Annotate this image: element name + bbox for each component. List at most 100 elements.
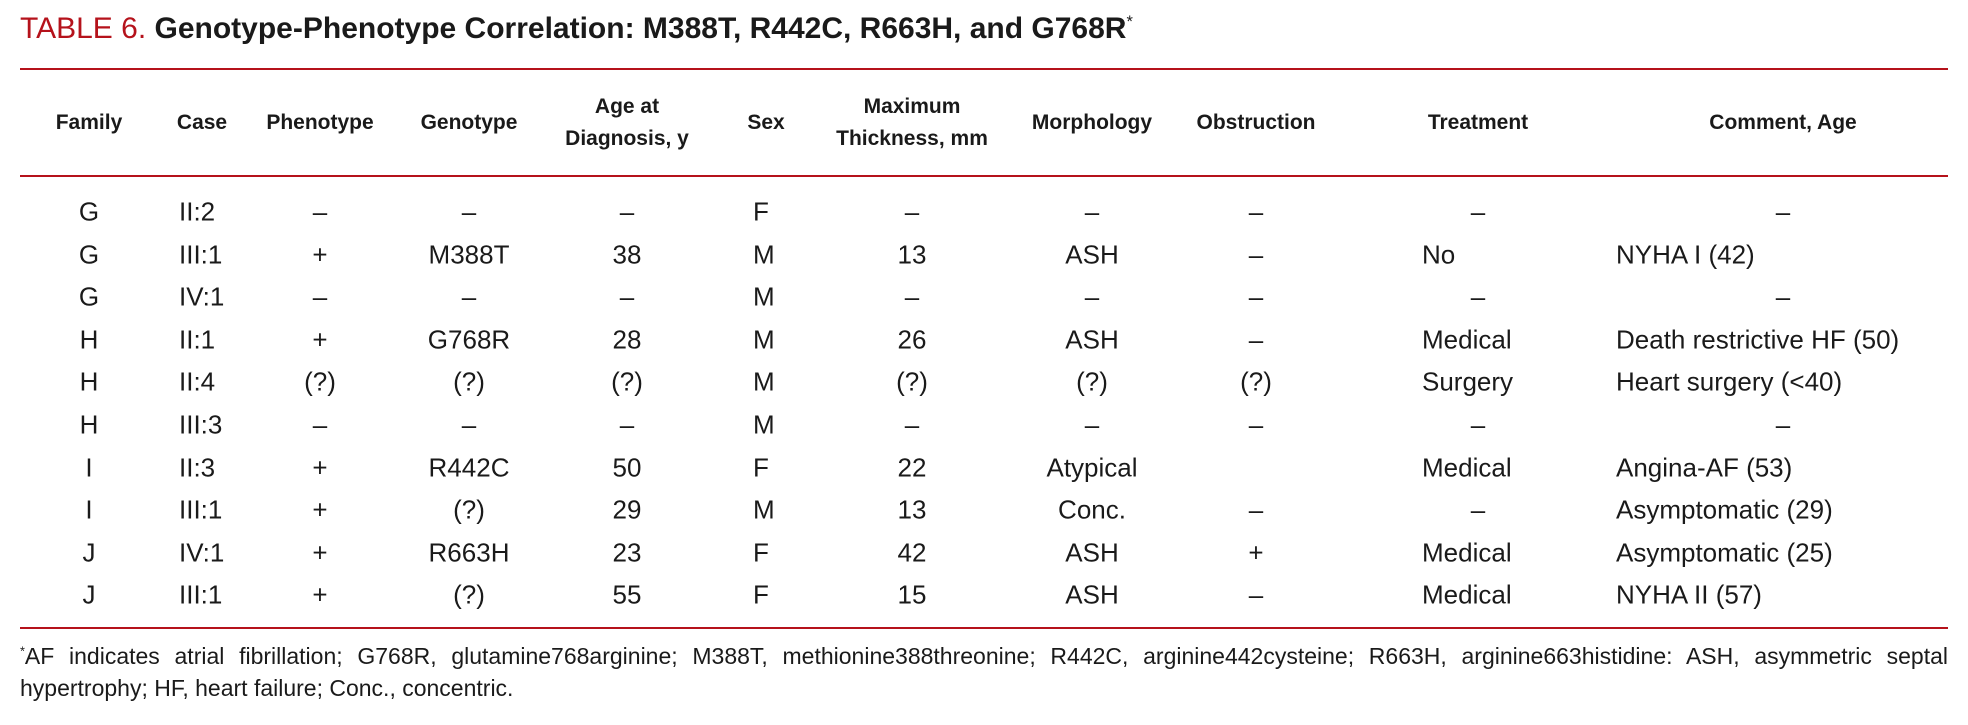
table-cell: Medical xyxy=(1422,324,1512,355)
header-line: Obstruction xyxy=(1196,111,1316,134)
table-cell: (?) xyxy=(453,579,485,610)
table-cell: – xyxy=(904,196,920,227)
table-cell: – xyxy=(1084,281,1100,312)
table-cell: 13 xyxy=(897,239,927,270)
table-cell: I xyxy=(85,494,93,525)
header-line: Age at xyxy=(594,95,660,118)
table-cell: – xyxy=(1248,239,1264,270)
header-line: Morphology xyxy=(1031,111,1153,134)
table-cell: – xyxy=(904,281,920,312)
table-cell: 50 xyxy=(612,452,642,483)
table-cell: + xyxy=(312,239,328,270)
top-rule xyxy=(20,68,1948,70)
table-cell: – xyxy=(619,281,635,312)
table-cell: NYHA II (57) xyxy=(1616,579,1762,610)
header-line: Diagnosis, y xyxy=(565,127,689,150)
column-header: Obstruction xyxy=(1197,107,1316,139)
table-cell: ASH xyxy=(1065,537,1119,568)
table-cell: – xyxy=(1470,494,1486,525)
table-cell: Asymptomatic (25) xyxy=(1616,537,1833,568)
table-cell: Medical xyxy=(1422,579,1512,610)
table-cell: R663H xyxy=(428,537,510,568)
table-cell: M xyxy=(753,366,775,397)
table-cell: – xyxy=(1248,324,1264,355)
footnote-marker: * xyxy=(20,644,25,659)
table-cell: F xyxy=(753,579,769,610)
table-cell: 28 xyxy=(612,324,642,355)
table-title: TABLE 6. Genotype-Phenotype Correlation:… xyxy=(20,12,1133,46)
table-cell: M xyxy=(753,409,775,440)
table-cell: NYHA I (42) xyxy=(1616,239,1755,270)
table-cell: M xyxy=(753,239,775,270)
column-header: Family xyxy=(56,107,123,139)
table-cell: – xyxy=(904,409,920,440)
table-cell: – xyxy=(312,196,328,227)
bottom-rule xyxy=(20,627,1948,629)
table-cell: – xyxy=(1775,409,1791,440)
table-cell: IV:1 xyxy=(179,281,225,312)
table-cell: II:4 xyxy=(179,366,216,397)
column-header: Phenotype xyxy=(266,107,373,139)
title-text: Genotype-Phenotype Correlation: M388T, R… xyxy=(154,12,1127,45)
table-cell: – xyxy=(1084,409,1100,440)
column-header: Genotype xyxy=(421,107,518,139)
table-cell: – xyxy=(1470,281,1486,312)
table-cell: – xyxy=(1084,196,1100,227)
table-cell: H xyxy=(79,324,99,355)
table-cell: I xyxy=(85,452,93,483)
table-cell: II:1 xyxy=(179,324,216,355)
table-cell: – xyxy=(312,409,328,440)
footnote: *AF indicates atrial fibrillation; G768R… xyxy=(20,640,1948,704)
header-rule xyxy=(20,175,1948,177)
table-cell: – xyxy=(1248,281,1264,312)
table-cell: J xyxy=(82,537,96,568)
table-cell: ASH xyxy=(1065,324,1119,355)
table-cell: 55 xyxy=(612,579,642,610)
table-cell: Medical xyxy=(1422,452,1512,483)
table-cell: – xyxy=(312,281,328,312)
table-cell: Atypical xyxy=(1046,452,1138,483)
table-cell: II:3 xyxy=(179,452,216,483)
table-cell: – xyxy=(1248,409,1264,440)
table-cell: Surgery xyxy=(1422,366,1514,397)
table-cell: ASH xyxy=(1065,579,1119,610)
table-cell: + xyxy=(312,579,328,610)
table-cell: (?) xyxy=(1076,366,1108,397)
table-cell: – xyxy=(1248,494,1264,525)
table-cell: F xyxy=(753,537,769,568)
table-cell: M xyxy=(753,324,775,355)
table-cell: G xyxy=(78,281,100,312)
table-cell: 15 xyxy=(897,579,927,610)
table-cell: III:3 xyxy=(179,409,223,440)
table-cell: 13 xyxy=(897,494,927,525)
header-line: Treatment xyxy=(1427,111,1529,134)
table-cell: Death restrictive HF (50) xyxy=(1616,324,1900,355)
table-cell: M xyxy=(753,281,775,312)
table-cell: 42 xyxy=(897,537,927,568)
table-label: TABLE 6. xyxy=(20,12,147,45)
table-cell: M xyxy=(753,494,775,525)
table-cell: F xyxy=(753,452,769,483)
table-cell: Angina-AF (53) xyxy=(1616,452,1793,483)
table-cell: (?) xyxy=(611,366,643,397)
table-cell: R442C xyxy=(428,452,510,483)
header-line: Sex xyxy=(747,111,785,134)
column-header: Age at Diagnosis, y xyxy=(565,91,689,155)
table-cell: ASH xyxy=(1065,239,1119,270)
column-header: Sex xyxy=(747,107,784,139)
table-cell: Medical xyxy=(1422,537,1512,568)
table-cell: J xyxy=(82,579,96,610)
table-cell: (?) xyxy=(896,366,928,397)
table-cell: 38 xyxy=(612,239,642,270)
table-cell: – xyxy=(619,409,635,440)
table-cell: – xyxy=(1775,281,1791,312)
table-cell: III:1 xyxy=(179,494,223,525)
table-cell: – xyxy=(1470,409,1486,440)
table-cell: III:1 xyxy=(179,239,223,270)
table-cell: F xyxy=(753,196,769,227)
table-cell: II:2 xyxy=(179,196,216,227)
table-cell: G768R xyxy=(427,324,511,355)
column-header: Treatment xyxy=(1428,107,1528,139)
header-line: Family xyxy=(55,111,123,134)
